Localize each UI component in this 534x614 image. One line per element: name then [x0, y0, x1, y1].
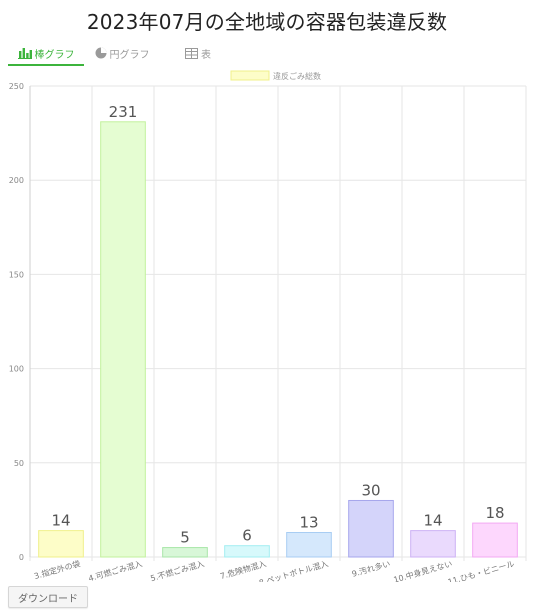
bar-value-label: 30 [361, 481, 380, 499]
x-tick-label: 4.可燃ごみ混入 [87, 558, 143, 582]
y-tick-label: 200 [9, 176, 24, 185]
bar-value-label: 6 [242, 527, 252, 545]
bar [224, 545, 270, 558]
y-tick-label: 50 [14, 459, 24, 468]
bar-value-label: 231 [109, 103, 138, 121]
bar-value-label: 18 [485, 504, 504, 522]
bar [410, 530, 456, 558]
x-tick-label: 11.ひも・ビニール [447, 559, 516, 582]
bar-chart-icon [17, 47, 32, 59]
tab-bar-chart[interactable]: 棒グラフ [8, 42, 84, 66]
bar [162, 547, 208, 558]
x-tick-label: 8.ペットボトル混入 [258, 559, 329, 582]
table-icon [185, 47, 198, 59]
tab-bar-chart-label: 棒グラフ [34, 49, 75, 61]
tab-pie-chart-label: 円グラフ [109, 49, 150, 61]
y-tick-label: 0 [19, 553, 24, 562]
tab-table-label: 表 [201, 49, 211, 61]
x-tick-label: 10.中身見えない [392, 558, 453, 582]
x-tick-label: 3.指定外の袋 [33, 558, 82, 581]
y-tick-label: 150 [9, 270, 24, 279]
bar [472, 522, 518, 558]
legend-swatch [230, 70, 270, 81]
x-tick-label: 5.不燃ごみ混入 [149, 558, 205, 582]
bar [286, 532, 332, 558]
download-button[interactable]: ダウンロード [8, 586, 88, 608]
legend-label: 違反ごみ総数 [273, 71, 321, 81]
bar-value-label: 13 [299, 514, 318, 532]
tab-pie-chart[interactable]: 円グラフ [84, 42, 160, 66]
pie-chart-icon [95, 47, 107, 59]
tab-table[interactable]: 表 [160, 42, 236, 66]
y-tick-label: 250 [9, 82, 24, 91]
bar-chart: 違反ごみ総数 0 50 100 150 200 250 14 3.指定外の袋 231 4.可燃ごみ混… [9, 70, 527, 588]
bar-value-label: 14 [51, 512, 70, 530]
page-title: 2023年07月の全地域の容器包装違反数 [86, 10, 448, 34]
chart-area: 違反ごみ総数 0 50 100 150 200 250 14 3.指定外の袋 231 4.可燃ごみ混… [0, 66, 534, 588]
bar [348, 499, 394, 558]
bar-value-label: 14 [423, 512, 442, 530]
y-tick-label: 100 [9, 365, 24, 374]
chart-type-tabs: 棒グラフ 円グラフ 表 [8, 40, 236, 66]
bar [100, 121, 146, 558]
x-tick-label: 9.汚れ多い [351, 558, 392, 579]
bar [38, 530, 84, 558]
bar-value-label: 5 [180, 529, 190, 547]
